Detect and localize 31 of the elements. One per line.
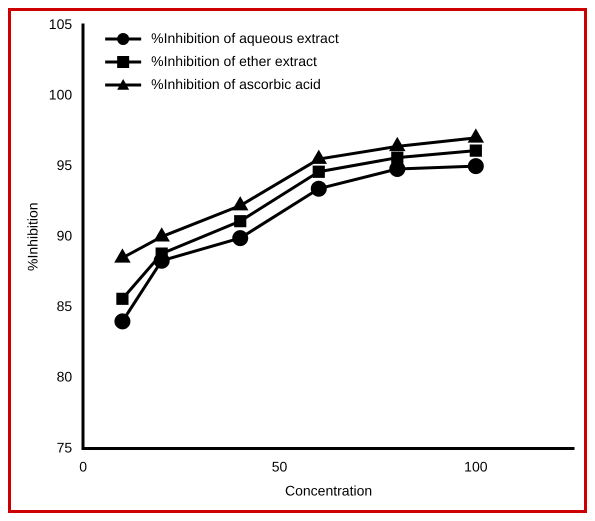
point — [468, 158, 484, 174]
point — [391, 152, 404, 164]
y-tick-label: 90 — [56, 228, 72, 244]
point — [470, 144, 482, 157]
y-tick-label: 100 — [48, 86, 72, 102]
point — [154, 228, 169, 242]
point — [312, 166, 325, 178]
y-tick-label: 85 — [56, 298, 72, 314]
point — [116, 292, 129, 305]
point — [310, 180, 327, 197]
point — [312, 151, 326, 164]
legend-label: %Inhibition of aqueous extract — [151, 30, 339, 46]
y-tick-label: 80 — [56, 368, 72, 385]
point — [115, 250, 130, 263]
y-tick-label: 75 — [56, 439, 72, 456]
point — [234, 215, 246, 228]
y-tick-label: 105 — [48, 16, 72, 32]
x-tick-label: 0 — [79, 458, 88, 475]
y-axis-title: %Inhibition — [24, 202, 40, 271]
point — [232, 230, 248, 246]
x-tick-label: 100 — [464, 458, 488, 475]
x-tick-label: 50 — [272, 458, 288, 475]
legend-label: %Inhibition of ascorbic acid — [151, 76, 321, 92]
frame-border: Concentration %Inhibition 0 50 100 75 80 85 90 95 100 105 %Inhibition of aqueous extract %Inhibition of ether extract %Inhibition of ascorbic acid — [8, 8, 587, 513]
y-tick-label: 95 — [56, 156, 72, 173]
point — [390, 138, 404, 152]
point — [468, 130, 483, 143]
point — [233, 198, 248, 210]
x-axis-title: Concentration — [284, 482, 372, 498]
point — [114, 313, 130, 330]
legend-label: %Inhibition of ether extract — [151, 52, 318, 69]
